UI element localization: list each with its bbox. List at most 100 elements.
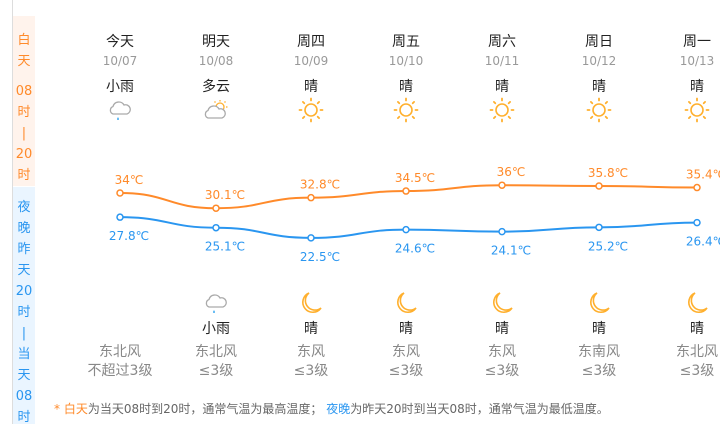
day-name: 周日 bbox=[585, 34, 613, 50]
wind-info: 东风 ≤3级 bbox=[457, 343, 547, 381]
period-char: 08 bbox=[15, 389, 33, 404]
day-name: 周五 bbox=[392, 34, 420, 50]
period-char: 20 bbox=[15, 147, 33, 162]
wind-level: ≤3级 bbox=[388, 363, 424, 379]
low-temp-point bbox=[307, 234, 315, 242]
low-temp-point bbox=[116, 213, 124, 221]
low-temp-point bbox=[498, 227, 506, 236]
day-weather: 晴 bbox=[304, 79, 318, 95]
period-char: 天 bbox=[17, 263, 31, 278]
low-temp-label: 24.6℃ bbox=[395, 242, 435, 256]
moon-icon bbox=[361, 290, 451, 316]
high-temp-label: 34℃ bbox=[115, 173, 144, 187]
wind-level: ≤3级 bbox=[679, 363, 715, 379]
day-name: 周六 bbox=[488, 34, 516, 50]
night-weather: 晴 bbox=[399, 321, 413, 337]
wind-level: 不超过3级 bbox=[87, 363, 153, 379]
day-date: 10/07 bbox=[102, 54, 138, 68]
period-char: 20 bbox=[15, 284, 33, 299]
moon-icon bbox=[554, 290, 644, 316]
day-date: 10/12 bbox=[581, 54, 617, 68]
low-temp-point bbox=[212, 223, 220, 232]
high-temp-label: 35.4℃ bbox=[686, 168, 720, 182]
sun-icon bbox=[457, 97, 547, 123]
wind-direction: 东北风 bbox=[99, 344, 141, 360]
period-char: 时 bbox=[17, 105, 31, 120]
period-char: 当 bbox=[17, 347, 31, 362]
high-temp-point bbox=[693, 183, 701, 192]
day-name: 明天 bbox=[202, 34, 230, 50]
wind-level: ≤3级 bbox=[484, 363, 520, 379]
low-temp-point bbox=[595, 223, 603, 232]
high-temp-label: 32.8℃ bbox=[300, 178, 340, 192]
day-period-label: 白天 08 时 | 20 时 bbox=[13, 16, 35, 186]
period-char: 08 bbox=[15, 84, 33, 99]
footnote-day-text: 为当天08时到20时，通常气温为最高温度； bbox=[87, 402, 323, 416]
day-date: 10/08 bbox=[198, 54, 234, 68]
day-weather: 小雨 bbox=[106, 79, 134, 95]
high-temp-label: 30.1℃ bbox=[205, 188, 245, 202]
wind-info: 东南风 ≤3级 bbox=[554, 343, 644, 381]
wind-info: 东北风不超过3级 bbox=[75, 343, 165, 381]
sun-icon bbox=[652, 97, 720, 123]
high-temp-point bbox=[595, 182, 603, 190]
high-temp-point bbox=[307, 193, 315, 202]
high-temp-point bbox=[212, 204, 220, 212]
period-char: 晚 bbox=[17, 221, 31, 236]
period-char: 夜 bbox=[17, 200, 31, 215]
day-weather: 晴 bbox=[690, 79, 704, 95]
wind-direction: 东风 bbox=[488, 344, 516, 360]
high-temp-point bbox=[498, 181, 506, 189]
low-temp-label: 26.4℃ bbox=[686, 235, 720, 249]
footnote-day-term: 白天 bbox=[63, 402, 88, 416]
temperature-chart: 34℃ 30.1℃ 32.8℃ 34.5℃ 36℃ 35.8℃ 35.4℃ 27.8℃ 25.1… bbox=[109, 165, 720, 264]
moon-icon bbox=[457, 290, 547, 316]
period-char: 白 bbox=[17, 33, 31, 48]
day-name: 今天 bbox=[106, 34, 134, 50]
day-weather: 多云 bbox=[202, 79, 230, 95]
low-temp-point bbox=[693, 218, 701, 227]
footnote-night-term: 夜晚 bbox=[326, 402, 351, 416]
wind-direction: 东南风 bbox=[578, 344, 620, 360]
high-temp-label: 36℃ bbox=[497, 165, 526, 179]
day-weather: 晴 bbox=[399, 79, 413, 95]
day-weather: 晴 bbox=[592, 79, 606, 95]
low-temp-label: 24.1℃ bbox=[491, 244, 531, 258]
wind-info: 东风 ≤3级 bbox=[266, 343, 356, 381]
moon-icon bbox=[652, 290, 720, 316]
high-temp-point bbox=[402, 187, 410, 195]
period-char: 时 bbox=[17, 410, 31, 425]
wind-level: ≤3级 bbox=[198, 363, 234, 379]
wind-direction: 东风 bbox=[297, 344, 325, 360]
footnote-night-text: 为昨天20时到当天08时，通常气温为最低温度。 bbox=[350, 402, 609, 416]
sun-icon bbox=[361, 97, 451, 123]
period-char: 昨 bbox=[17, 242, 31, 257]
wind-info: 东北风 ≤3级 bbox=[171, 343, 261, 381]
wind-direction: 东风 bbox=[392, 344, 420, 360]
partly-cloudy-icon bbox=[171, 97, 261, 123]
day-weather: 晴 bbox=[495, 79, 509, 95]
wind-info: 东北风 ≤3级 bbox=[652, 343, 720, 381]
high-temp-point bbox=[116, 189, 124, 197]
low-temp-label: 22.5℃ bbox=[300, 250, 340, 264]
low-temp-label: 25.2℃ bbox=[588, 239, 628, 253]
period-char: 时 bbox=[17, 305, 31, 320]
sun-icon bbox=[266, 97, 356, 123]
footnote-star: * bbox=[54, 402, 64, 416]
period-char: | bbox=[21, 126, 27, 141]
period-char: 天 bbox=[17, 54, 31, 69]
period-char: | bbox=[21, 326, 27, 341]
high-temp-label: 34.5℃ bbox=[395, 171, 435, 185]
day-date: 10/13 bbox=[679, 54, 715, 68]
wind-direction: 东北风 bbox=[195, 344, 237, 360]
wind-direction: 东北风 bbox=[676, 344, 718, 360]
wind-info: 东风 ≤3级 bbox=[361, 343, 451, 381]
night-period-label: 夜晚昨天 20 时 | 当天 08 时 bbox=[13, 187, 35, 425]
night-weather: 晴 bbox=[495, 321, 509, 337]
high-temp-label: 35.8℃ bbox=[588, 166, 628, 180]
low-temp-label: 25.1℃ bbox=[205, 240, 245, 254]
day-date: 10/11 bbox=[484, 54, 520, 68]
rain-cloud-icon bbox=[171, 290, 261, 316]
night-weather: 晴 bbox=[592, 321, 606, 337]
night-weather: 晴 bbox=[690, 321, 704, 337]
